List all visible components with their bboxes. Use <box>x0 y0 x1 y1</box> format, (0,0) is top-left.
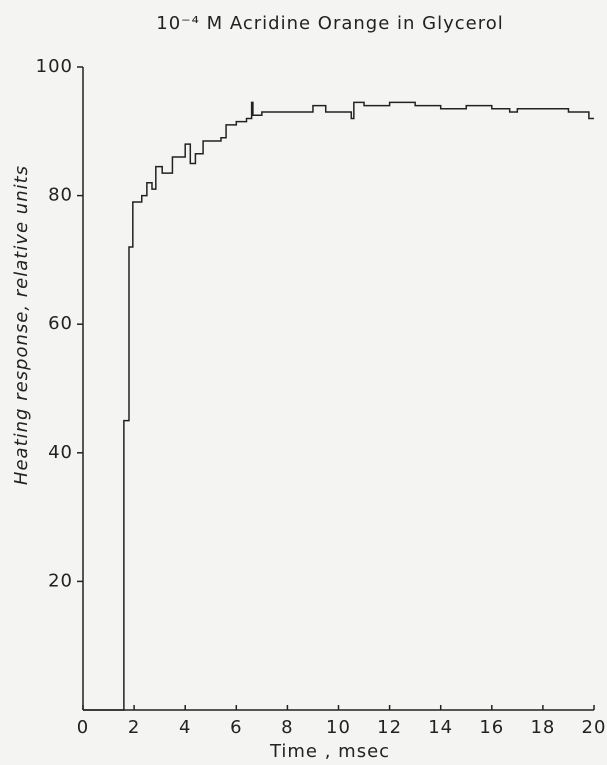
y-axis-label: Heating response, relative units <box>11 165 32 485</box>
y-tick-label: 40 <box>48 442 73 463</box>
x-tick-label: 18 <box>530 717 555 738</box>
x-tick-label: 4 <box>179 717 191 738</box>
chart-title: 10⁻⁴ M Acridine Orange in Glycerol <box>156 13 503 34</box>
x-tick-label: 20 <box>582 717 607 738</box>
x-tick-label: 0 <box>77 717 89 738</box>
x-tick-label: 12 <box>377 717 402 738</box>
x-axis-label: Time , msec <box>269 741 390 762</box>
y-tick-label: 20 <box>48 570 73 591</box>
y-tick-label: 100 <box>36 56 73 77</box>
x-tick-label: 10 <box>326 717 351 738</box>
x-tick-label: 16 <box>479 717 504 738</box>
x-tick-label: 6 <box>230 717 242 738</box>
x-tick-label: 2 <box>128 717 140 738</box>
data-line <box>83 101 594 711</box>
y-tick-label: 80 <box>48 185 73 206</box>
x-tick-label: 8 <box>281 717 293 738</box>
x-tick-label: 14 <box>428 717 453 738</box>
y-tick-label: 60 <box>48 313 73 334</box>
